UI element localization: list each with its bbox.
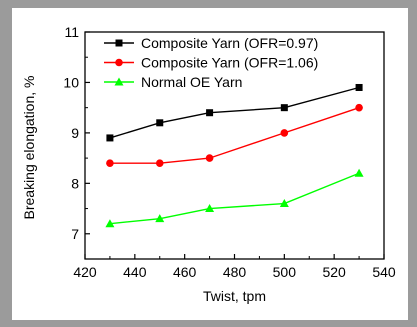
x-axis-title: Twist, tpm (203, 288, 266, 304)
series-1-point (280, 104, 288, 112)
series-3-point (354, 168, 364, 177)
series-1 (106, 83, 363, 142)
series-1-point (106, 134, 114, 142)
chart-panel (12, 8, 408, 320)
series-1-point (156, 119, 164, 127)
x-tick-label-540: 540 (372, 264, 396, 280)
y-tick-label-11: 11 (64, 24, 79, 40)
legend-swatch-marker-1 (115, 39, 123, 47)
legend-label-2: Composite Yarn (OFR=1.06) (141, 55, 318, 71)
x-tick-label-420: 420 (73, 264, 97, 280)
legend-label-3: Normal OE Yarn (141, 74, 242, 90)
x-tick-label-460: 460 (173, 264, 197, 280)
series-3-point (155, 214, 165, 223)
series-2-line (109, 107, 360, 164)
series-3 (105, 168, 364, 228)
legend-label-1: Composite Yarn (OFR=0.97) (141, 35, 318, 51)
series-2-point (205, 154, 214, 162)
x-tick-label-440: 440 (123, 264, 147, 280)
series-layer (105, 83, 364, 228)
legend-swatch-marker-3 (114, 77, 124, 86)
series-2-point (355, 103, 363, 112)
series-1-point (355, 83, 363, 91)
series-2-point (155, 159, 164, 167)
ticks: 420 440 460 480 500 520 540 7 8 9 10 11 (63, 24, 395, 280)
series-1-point (206, 109, 214, 117)
series-3-point (105, 219, 115, 228)
legend-swatch-marker-2 (115, 58, 123, 67)
y-tick-label-10: 10 (63, 74, 79, 90)
y-axis-title: Breaking elongation, % (21, 76, 37, 220)
x-tick-label-520: 520 (322, 264, 346, 280)
legend: Composite Yarn (OFR=0.97) Composite Yarn … (104, 35, 318, 90)
y-tick-label-7: 7 (71, 226, 79, 242)
series-3-point (279, 199, 289, 208)
series-1-line (109, 86, 360, 139)
series-2-point (106, 159, 114, 167)
series-3-point (205, 204, 215, 213)
x-tick-label-480: 480 (223, 264, 247, 280)
x-tick-label-500: 500 (273, 264, 297, 280)
series-2-point (280, 129, 289, 137)
y-tick-label-9: 9 (71, 125, 79, 141)
series-3-line (109, 172, 360, 225)
y-tick-label-8: 8 (71, 175, 79, 191)
series-2 (106, 103, 363, 167)
